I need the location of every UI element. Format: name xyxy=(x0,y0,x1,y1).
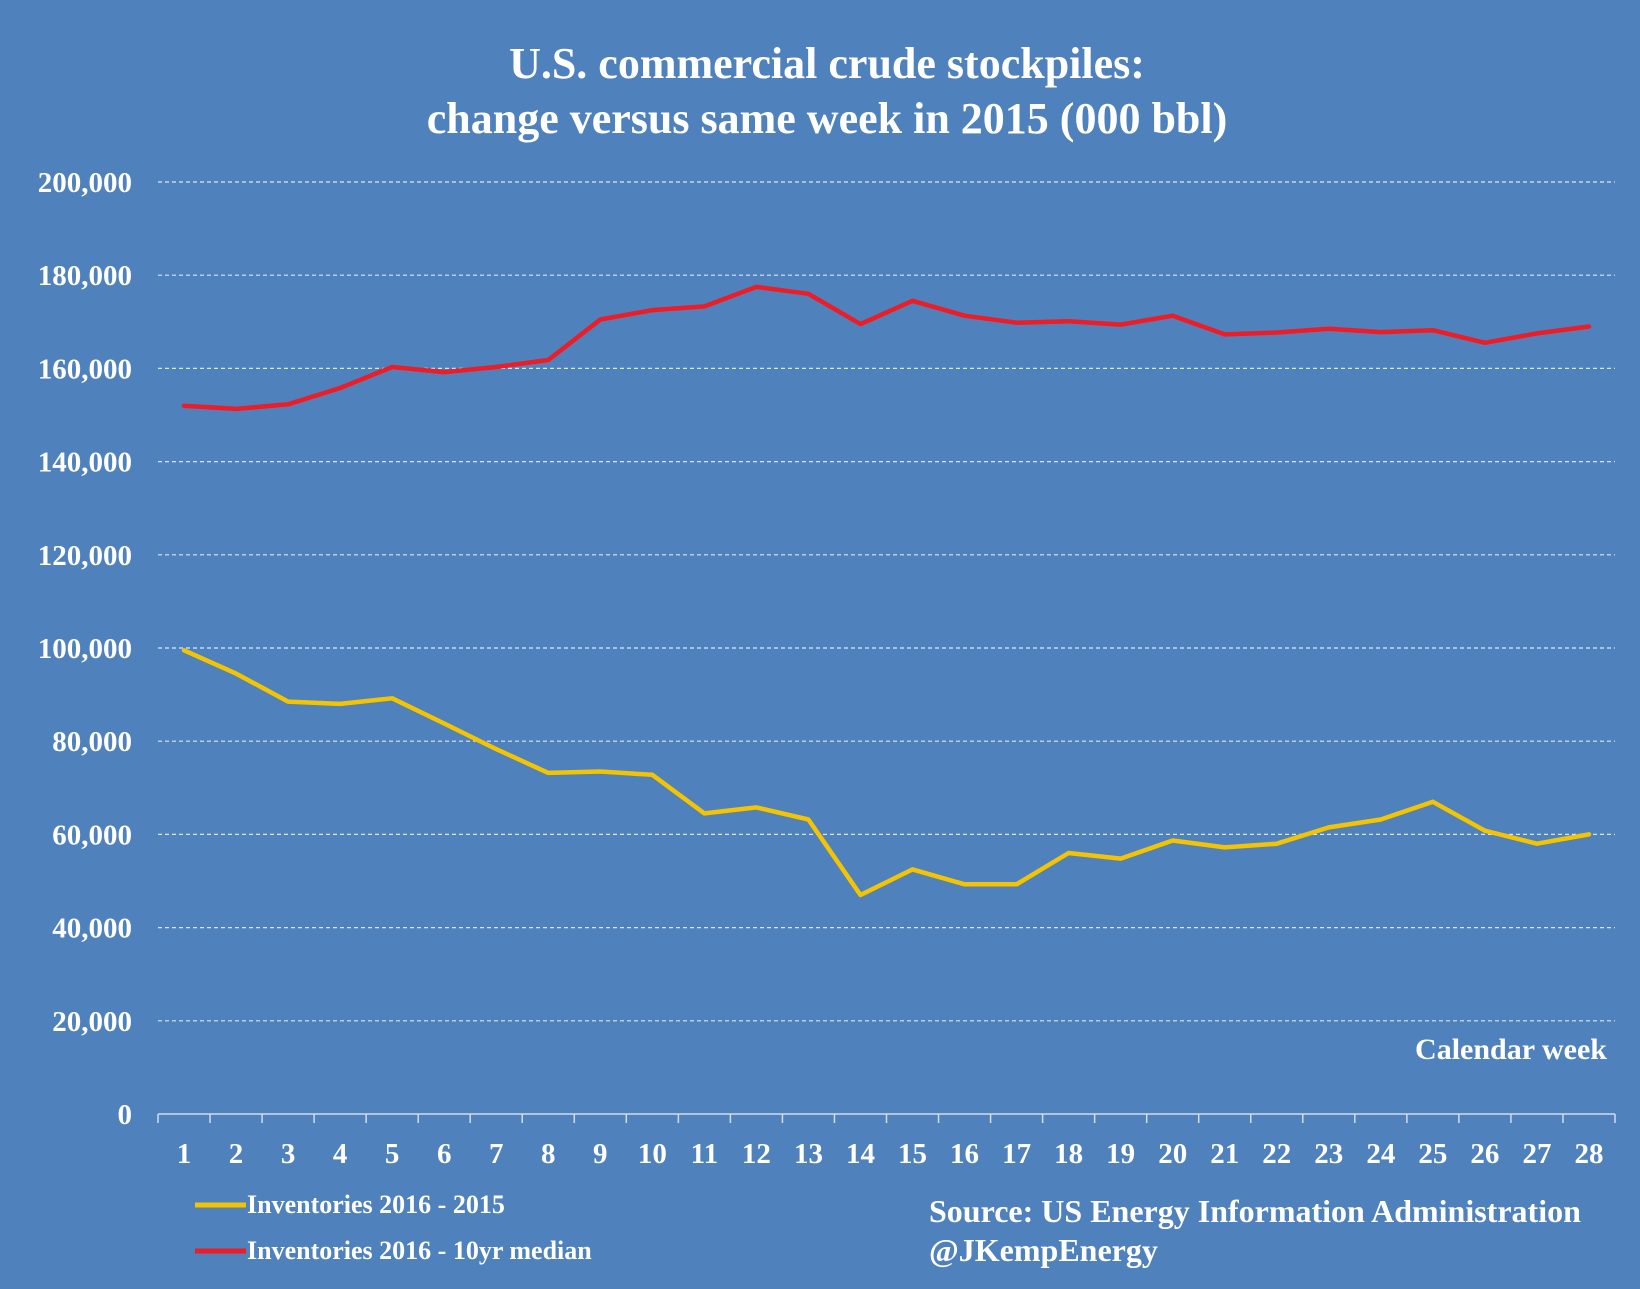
x-tick-label-5: 5 xyxy=(385,1138,400,1170)
x-tick-label-13: 13 xyxy=(794,1138,823,1170)
x-axis: 1 2 3 4 5 6 7 8 9 10 11 12 13 14 15 16 17 18 19 20 21 22 23 24 2… xyxy=(157,1113,1616,1170)
x-tick-label-1: 1 xyxy=(177,1138,192,1170)
legend-label-1: Inventories 2016 - 10yr median xyxy=(247,1236,592,1265)
y-tick-label-9: 180,000 xyxy=(38,260,132,292)
y-tick-label-10: 200,000 xyxy=(38,167,132,199)
grid xyxy=(158,181,1615,1022)
x-tick-label-10: 10 xyxy=(638,1138,667,1170)
x-tick-label-26: 26 xyxy=(1470,1138,1499,1170)
series-line-1 xyxy=(181,284,1592,412)
y-tick-label-8: 160,000 xyxy=(38,353,132,385)
x-tick-label-27: 27 xyxy=(1522,1138,1551,1170)
x-tick-label-3: 3 xyxy=(281,1138,296,1170)
chart-title-line-2: change versus same week in 2015 (000 bbl… xyxy=(427,94,1228,143)
x-axis-label: Calendar week xyxy=(1415,1033,1607,1066)
x-tick-label-8: 8 xyxy=(541,1138,556,1170)
x-tick-label-11: 11 xyxy=(691,1138,718,1170)
x-tick-label-9: 9 xyxy=(593,1138,608,1170)
series-line-0 xyxy=(181,648,1592,898)
y-tick-label-2: 40,000 xyxy=(52,913,132,945)
x-tick-label-6: 6 xyxy=(437,1138,452,1170)
source-note: Source: US Energy Information Administra… xyxy=(929,1193,1581,1268)
series xyxy=(181,284,1592,898)
y-tick-label-3: 60,000 xyxy=(52,819,132,851)
x-tick-label-4: 4 xyxy=(333,1138,348,1170)
x-tick-label-7: 7 xyxy=(489,1138,504,1170)
x-tick-label-17: 17 xyxy=(1002,1138,1031,1170)
chart-title-line-1: U.S. commercial crude stockpiles: xyxy=(509,39,1145,88)
x-tick-label-23: 23 xyxy=(1314,1138,1343,1170)
x-tick-label-14: 14 xyxy=(846,1138,875,1170)
x-tick-label-12: 12 xyxy=(742,1138,771,1170)
y-tick-label-4: 80,000 xyxy=(52,726,132,758)
y-tick-label-1: 20,000 xyxy=(52,1006,132,1038)
x-tick-label-2: 2 xyxy=(229,1138,244,1170)
x-tick-label-28: 28 xyxy=(1574,1138,1603,1170)
x-tick-label-19: 19 xyxy=(1106,1138,1135,1170)
x-tick-label-24: 24 xyxy=(1366,1138,1395,1170)
x-tick-label-15: 15 xyxy=(898,1138,927,1170)
legend: Inventories 2016 - 2015 Inventories 2016 … xyxy=(195,1190,592,1265)
y-tick-label-7: 140,000 xyxy=(38,447,132,479)
chart-title: U.S. commercial crude stockpiles: change… xyxy=(427,39,1228,143)
x-tick-label-16: 16 xyxy=(950,1138,979,1170)
legend-label-0: Inventories 2016 - 2015 xyxy=(247,1190,505,1219)
y-tick-label-6: 120,000 xyxy=(38,540,132,572)
y-tick-label-5: 100,000 xyxy=(38,633,132,665)
source-line-2: @JKempEnergy xyxy=(929,1232,1158,1268)
x-tick-label-22: 22 xyxy=(1262,1138,1291,1170)
x-tick-label-25: 25 xyxy=(1418,1138,1447,1170)
y-axis: 0 20,000 40,000 60,000 80,000 100,000 120,000 1… xyxy=(38,167,132,1131)
source-line-1: Source: US Energy Information Administra… xyxy=(929,1193,1581,1229)
x-tick-label-21: 21 xyxy=(1210,1138,1239,1170)
x-tick-label-20: 20 xyxy=(1158,1138,1187,1170)
y-tick-label-0: 0 xyxy=(118,1099,133,1131)
x-tick-label-18: 18 xyxy=(1054,1138,1083,1170)
